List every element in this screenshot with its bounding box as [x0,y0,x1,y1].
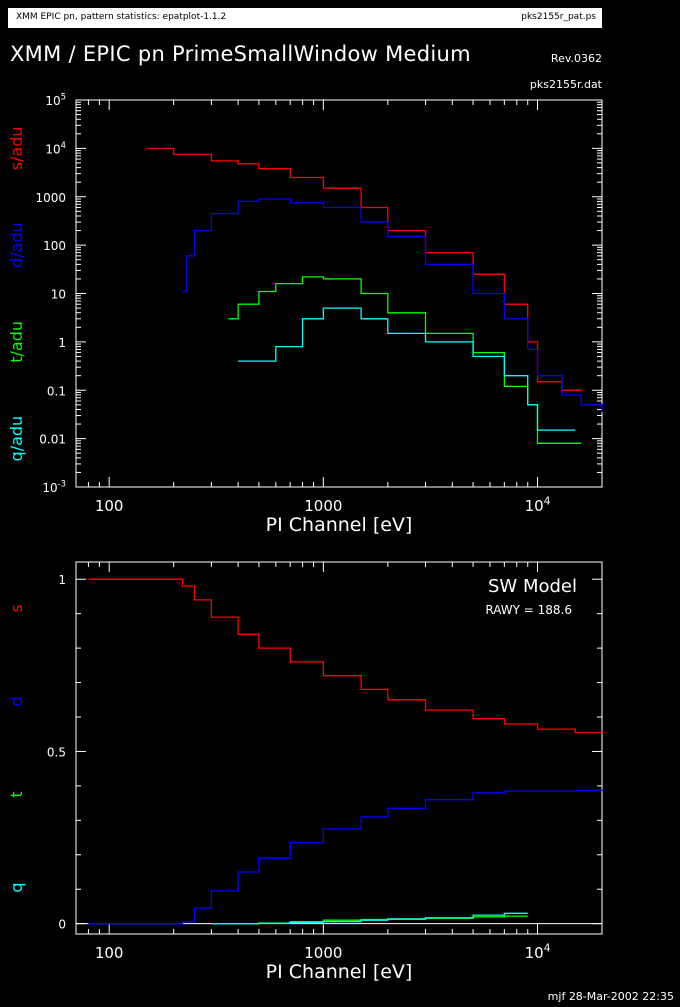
y-axis-label-q: q [7,882,26,892]
y-axis-label-s: s [7,604,26,612]
y-tick-label: 1 [58,336,66,350]
y-axis-label-d: d [7,696,26,706]
y-tick-label: 10-3 [42,479,66,495]
revolution-label: Rev.0362 [550,52,602,65]
y-tick-label: 105 [45,92,66,108]
y-tick-label: 0.5 [47,745,66,759]
series-q [211,912,528,925]
series-q-adu [238,307,576,431]
page-title: XMM / EPIC pn PrimeSmallWindow Medium [10,42,471,66]
y-tick-label: 1 [58,573,66,587]
series-s [88,578,603,734]
y-axis-label-t: t [7,791,26,797]
x-tick-label: 1000 [304,497,342,515]
plot-frame-1 [75,561,603,935]
y-tick-label: 100 [43,239,66,253]
series-t-adu [228,276,582,444]
x-axis-label: PI Channel [eV] [266,514,413,536]
y-axis-label-d-adu: d/adu [7,222,26,268]
footer-label: mjf 28-Mar-2002 22:35 [547,990,674,1003]
plot-frame-0 [75,99,603,488]
x-tick-label: 104 [525,942,551,962]
y-tick-label: 0.01 [39,433,66,447]
header-right: pks2155r_pat.ps [521,12,596,22]
x-tick-label: 100 [95,497,124,515]
y-tick-label: 104 [45,140,66,156]
series-s-adu [146,147,582,391]
y-tick-label: 0.1 [47,384,66,398]
model-label: SW Model [488,576,577,597]
header-bar: XMM EPIC pn, pattern statistics: epatplo… [8,8,602,28]
y-axis-label-t-adu: t/adu [7,321,26,363]
x-tick-label: 100 [95,944,124,962]
header-left: XMM EPIC pn, pattern statistics: epatplo… [16,12,227,22]
series-d [88,789,603,925]
series-d-adu [182,198,603,413]
x-tick-label: 104 [525,495,551,515]
x-axis-label: PI Channel [eV] [266,961,413,983]
x-tick-label: 1000 [304,944,342,962]
y-axis-label-s-adu: s/adu [7,126,26,170]
y-tick-label: 10 [51,288,66,302]
filename-label: pks2155r.dat [529,78,602,91]
y-tick-label: 0 [58,918,66,932]
y-tick-label: 1000 [35,191,66,205]
y-axis-label-q-adu: q/adu [7,416,26,462]
rawy-label: RAWY = 188.6 [485,603,572,617]
